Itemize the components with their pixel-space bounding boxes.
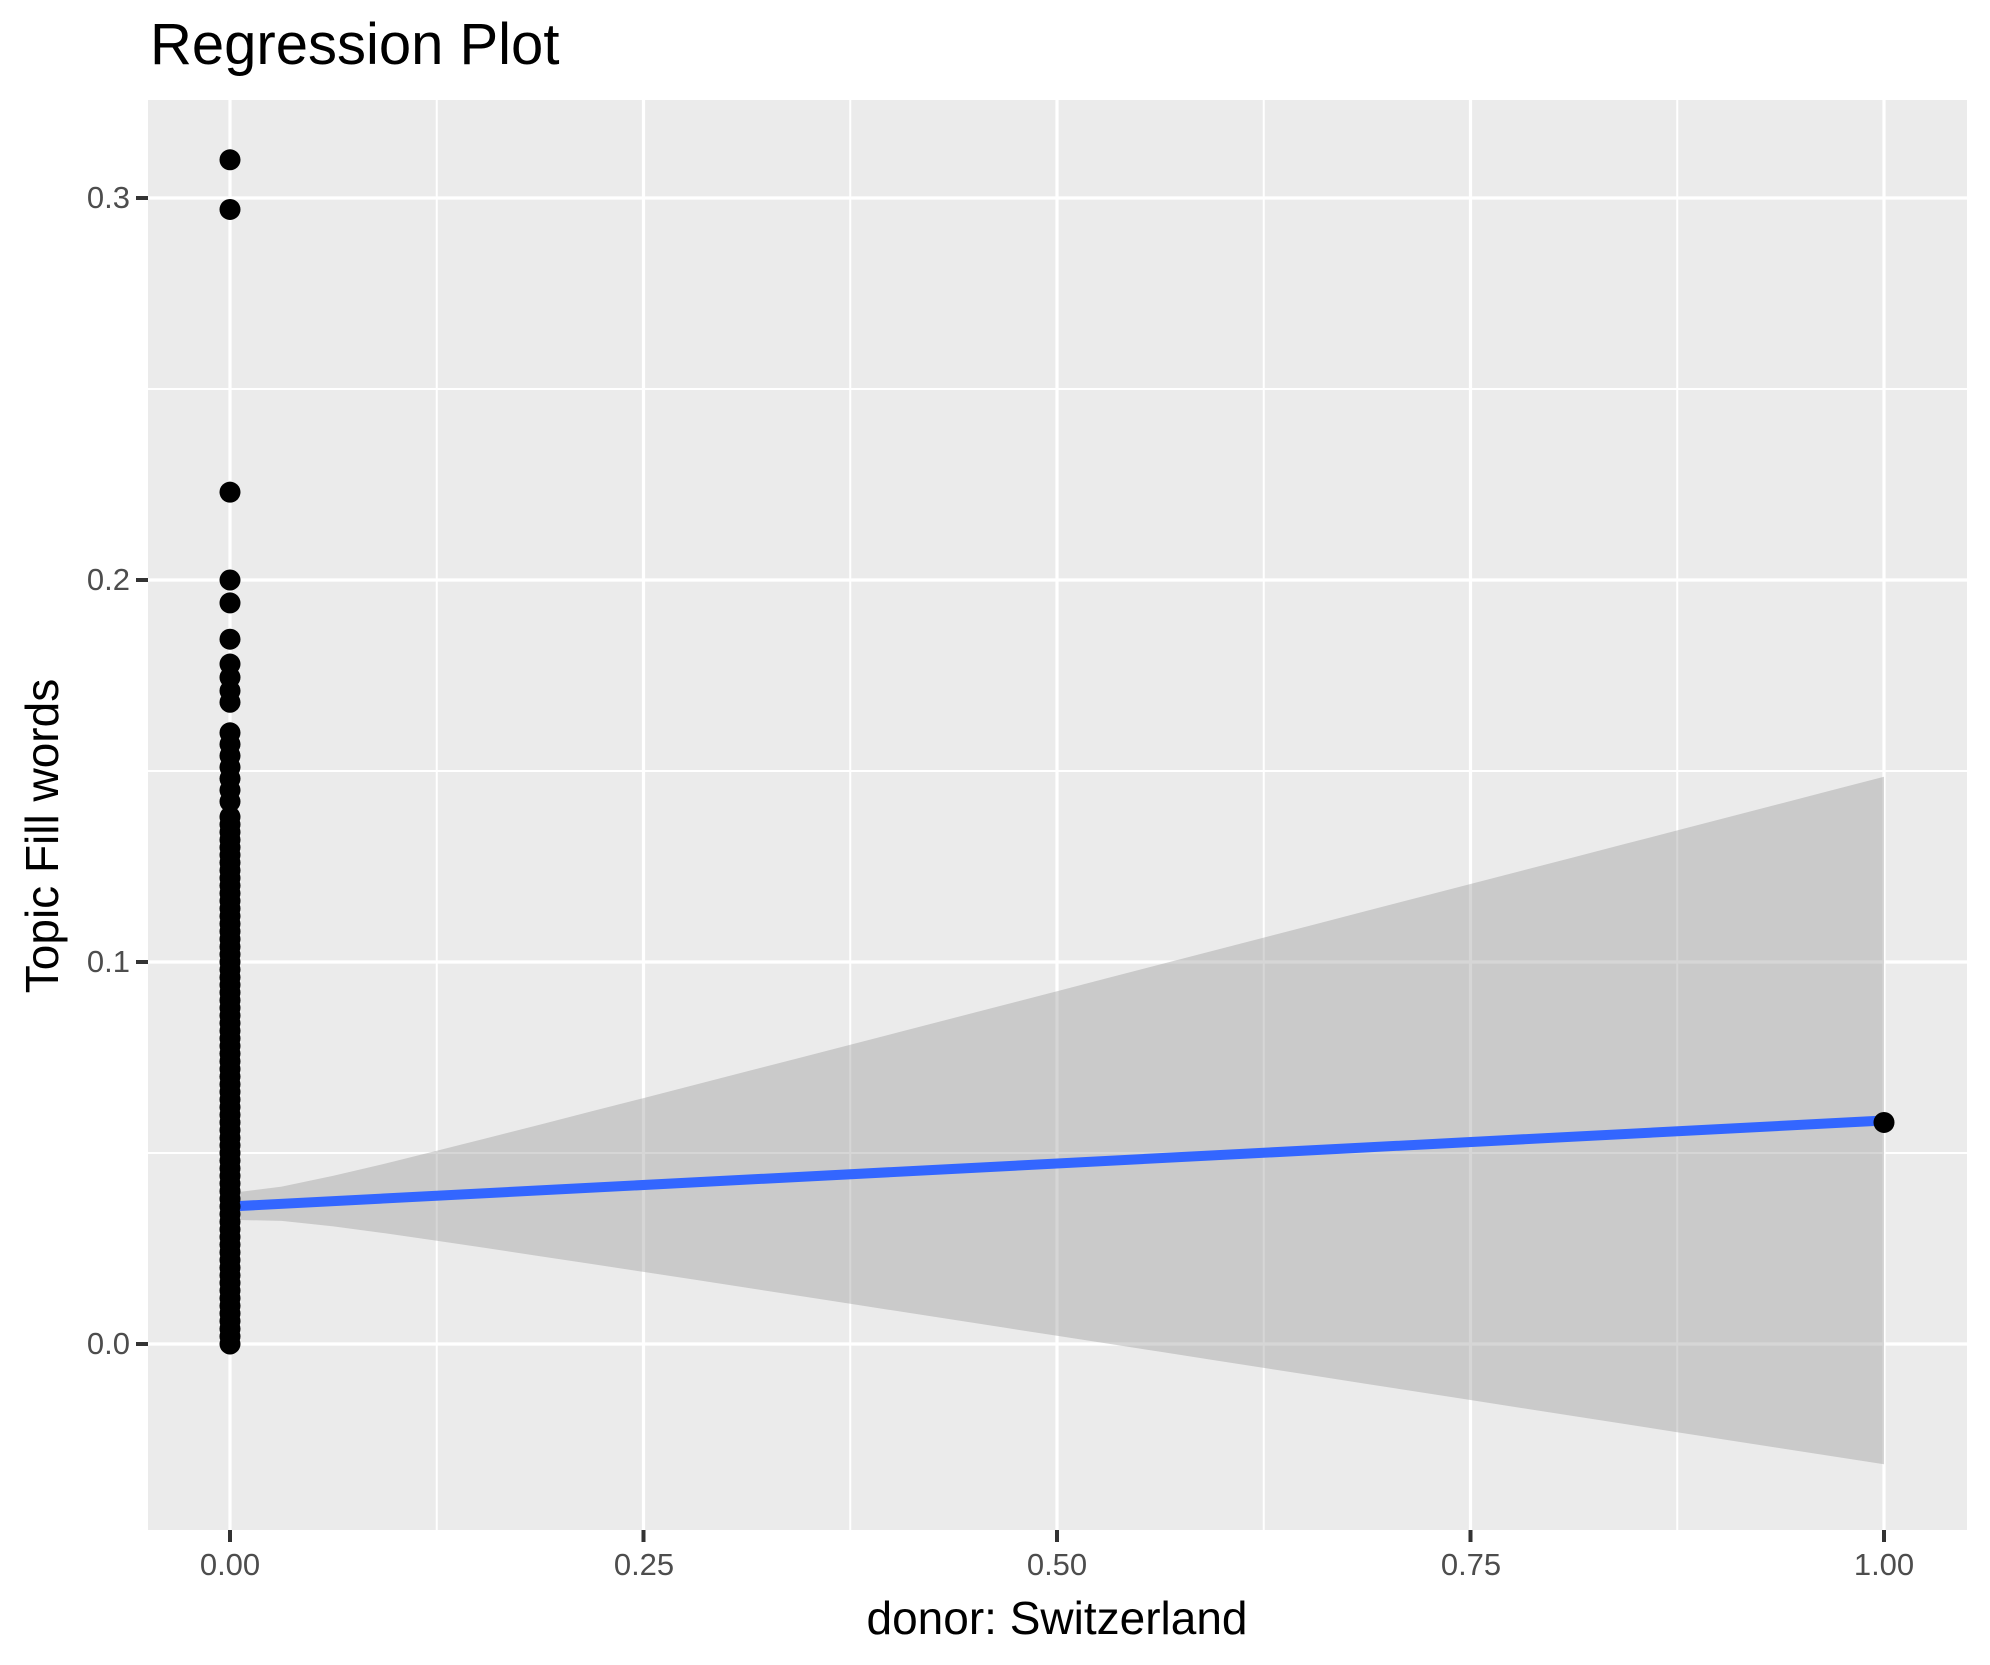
x-tick-label-1.00: 1.00 [1853, 1547, 1915, 1582]
x-axis-title: donor: Switzerland [866, 1592, 1248, 1644]
data-point [219, 806, 241, 828]
y-tick-label-0.1: 0.1 [86, 944, 130, 979]
data-point [219, 592, 241, 614]
x-tick-label-0.75: 0.75 [1440, 1547, 1502, 1582]
data-point [219, 198, 241, 220]
data-point [219, 628, 241, 650]
y-tick-label-0.3: 0.3 [86, 180, 130, 215]
data-point [1873, 1111, 1895, 1133]
regression-line [229, 1115, 1885, 1212]
x-tick-label-0.00: 0.00 [199, 1547, 261, 1582]
data-point [219, 653, 241, 675]
confidence-band [230, 776, 1884, 1465]
data-point [219, 722, 241, 744]
x-tick-label-0.50: 0.50 [1026, 1547, 1088, 1582]
y-tick-label-0.0: 0.0 [86, 1326, 130, 1361]
x-tick-label-0.25: 0.25 [613, 1547, 675, 1582]
y-tick-label-0.2: 0.2 [86, 562, 130, 597]
data-point [219, 149, 241, 171]
data-point [219, 481, 241, 503]
data-point [219, 569, 241, 591]
plot-title: Regression Plot [150, 12, 560, 77]
